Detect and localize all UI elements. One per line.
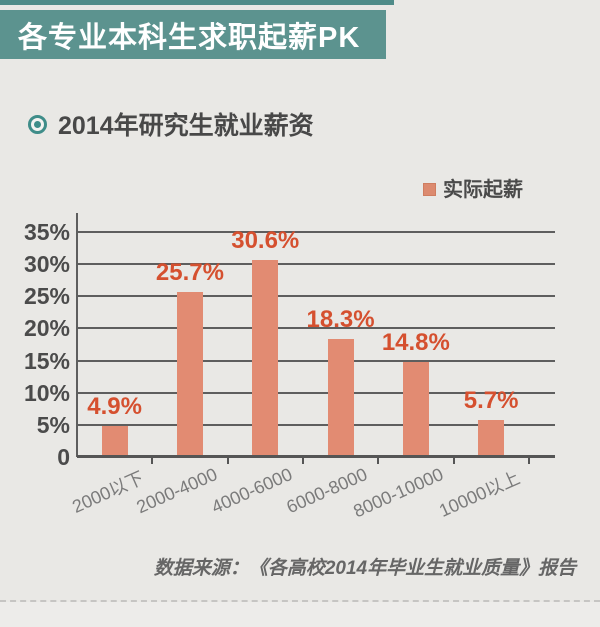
bar-value-label-0: 4.9%: [87, 392, 142, 420]
bar-value-label-2: 30.6%: [231, 227, 300, 255]
bottom-divider: [0, 600, 600, 602]
page-title: 各专业本科生求职起薪PK: [18, 21, 361, 54]
x-axis-tick-6: [527, 458, 530, 464]
bar-10000以上: [478, 420, 505, 455]
bar-2000以下: [101, 425, 128, 455]
y-axis-label-10%: 10%: [23, 379, 70, 406]
gridline-30%: [77, 263, 555, 266]
y-axis-label-25%: 25%: [23, 283, 70, 310]
x-axis-line: [77, 455, 555, 458]
bar-2000-4000: [176, 291, 203, 455]
chart-subtitle-label: 2014年研究生就业薪资: [58, 112, 314, 140]
chart-subtitle: 2014年研究生就业薪资: [28, 106, 314, 142]
legend-swatch: [423, 183, 436, 196]
legend-label: 实际起薪: [443, 179, 523, 201]
bar-value-label-3: 18.3%: [306, 306, 375, 334]
y-axis-label-35%: 35%: [23, 219, 70, 245]
x-axis-category-0: 2000以下: [68, 467, 147, 517]
y-axis-label-5%: 5%: [36, 411, 70, 438]
top-accent-strip: [0, 0, 394, 5]
gridline-25%: [77, 295, 555, 298]
bar-6000-8000: [327, 339, 354, 455]
x-axis-tick-4: [377, 458, 380, 464]
x-axis-tick-2: [226, 458, 229, 464]
gridline-10%: [77, 391, 555, 394]
x-axis-category-2: 4000-6000: [208, 464, 296, 518]
gridline-5%: [77, 423, 555, 426]
x-axis-tick-5: [452, 458, 455, 464]
chart-legend: 实际起薪: [423, 173, 523, 202]
y-axis-label-0: 0: [57, 444, 70, 470]
bar-value-label-4: 14.8%: [381, 328, 450, 356]
y-axis-label-15%: 15%: [23, 347, 70, 374]
header-banner: 各专业本科生求职起薪PK: [0, 10, 386, 59]
y-axis-label-20%: 20%: [23, 315, 70, 342]
gridline-20%: [77, 327, 555, 330]
bar-8000-10000: [402, 361, 429, 455]
x-axis-category-1: 2000-4000: [133, 464, 221, 518]
bullseye-icon: [28, 114, 47, 134]
data-source-note: 数据来源：《各高校2014年毕业生就业质量》报告: [153, 558, 577, 579]
bottom-margin: [0, 602, 600, 627]
x-axis-category-5: 10000以上: [436, 467, 523, 521]
y-axis-label-30%: 30%: [23, 251, 70, 278]
bar-value-label-1: 25.7%: [155, 258, 224, 286]
x-axis-tick-1: [151, 458, 154, 464]
bar-value-label-5: 5.7%: [463, 387, 519, 415]
x-axis-tick-3: [301, 458, 304, 464]
y-axis-line: [76, 213, 78, 457]
gridline-35%: [77, 231, 555, 233]
bar-4000-6000: [252, 260, 279, 455]
gridline-15%: [77, 359, 555, 362]
